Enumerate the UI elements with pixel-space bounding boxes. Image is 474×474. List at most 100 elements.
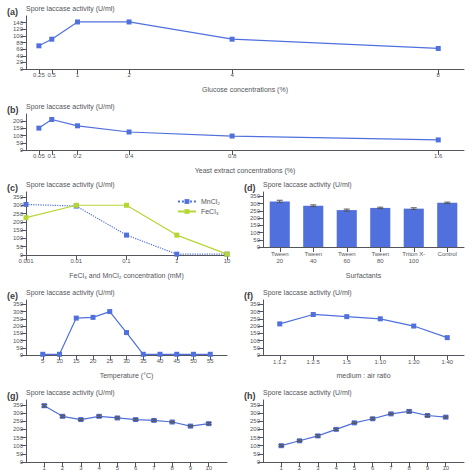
svg-text:350: 350 — [250, 301, 261, 307]
svg-text:100: 100 — [250, 230, 261, 236]
svg-text:200: 200 — [250, 426, 261, 432]
svg-text:50: 50 — [16, 244, 23, 250]
svg-text:15: 15 — [73, 358, 80, 364]
svg-text:1: 1 — [175, 258, 179, 264]
svg-text:100: 100 — [13, 443, 24, 449]
svg-text:0.5: 0.5 — [48, 72, 57, 78]
svg-text:350: 350 — [13, 194, 24, 200]
svg-text:100: 100 — [13, 33, 24, 39]
svg-text:9: 9 — [426, 465, 430, 471]
svg-text:Spore laccase activity (U/ml): Spore laccase activity (U/ml) — [26, 389, 115, 397]
svg-text:Spore laccase activity (U/ml): Spore laccase activity (U/ml) — [26, 289, 115, 297]
svg-text:10: 10 — [442, 465, 449, 471]
svg-text:0.1: 0.1 — [122, 258, 131, 264]
svg-text:Spore laccase activity (U/ml): Spore laccase activity (U/ml) — [26, 5, 115, 13]
svg-text:25: 25 — [106, 358, 113, 364]
svg-text:1: 1 — [280, 465, 284, 471]
svg-text:55: 55 — [207, 358, 214, 364]
svg-text:50: 50 — [253, 451, 260, 457]
svg-text:150: 150 — [250, 330, 261, 336]
svg-text:Spore laccase activity (U/ml): Spore laccase activity (U/ml) — [26, 103, 115, 111]
svg-text:100: 100 — [13, 235, 24, 241]
svg-text:100: 100 — [409, 258, 420, 264]
svg-text:4: 4 — [230, 72, 234, 78]
svg-text:(a): (a) — [7, 7, 18, 17]
svg-text:5: 5 — [353, 465, 357, 471]
svg-text:20: 20 — [276, 258, 283, 264]
svg-text:300: 300 — [250, 309, 261, 315]
svg-text:250: 250 — [250, 208, 261, 214]
svg-text:150: 150 — [250, 222, 261, 228]
svg-text:100: 100 — [13, 133, 24, 139]
svg-text:300: 300 — [13, 202, 24, 208]
svg-text:1:5: 1:5 — [343, 359, 352, 365]
svg-text:200: 200 — [13, 323, 24, 329]
svg-text:50: 50 — [16, 345, 23, 351]
svg-text:150: 150 — [13, 125, 24, 131]
svg-text:300: 300 — [250, 410, 261, 416]
svg-text:FeCl₃ and MnCl₂ concentration: FeCl₃ and MnCl₂ concentration (mM) — [69, 272, 184, 280]
svg-text:7: 7 — [152, 465, 156, 471]
svg-text:0.4: 0.4 — [125, 153, 134, 159]
svg-text:60: 60 — [16, 46, 23, 52]
svg-text:10: 10 — [224, 258, 231, 264]
svg-text:8: 8 — [171, 465, 175, 471]
svg-text:4: 4 — [97, 465, 101, 471]
svg-text:150: 150 — [13, 435, 24, 441]
svg-text:9: 9 — [189, 465, 193, 471]
svg-text:6: 6 — [134, 465, 138, 471]
svg-text:350: 350 — [13, 301, 24, 307]
svg-text:150: 150 — [13, 330, 24, 336]
svg-text:30: 30 — [123, 358, 130, 364]
svg-text:5: 5 — [41, 358, 45, 364]
svg-text:1:1.2: 1:1.2 — [273, 359, 287, 365]
svg-text:Tween: Tween — [304, 251, 322, 257]
svg-text:0: 0 — [257, 244, 261, 250]
svg-text:200: 200 — [250, 323, 261, 329]
svg-text:2: 2 — [61, 465, 65, 471]
svg-text:200: 200 — [13, 118, 24, 124]
svg-text:50: 50 — [190, 358, 197, 364]
svg-text:2: 2 — [298, 465, 302, 471]
svg-text:FeCl₃: FeCl₃ — [201, 208, 219, 215]
svg-text:300: 300 — [250, 201, 261, 207]
svg-text:MnCl₂: MnCl₂ — [201, 198, 220, 205]
svg-text:250: 250 — [13, 211, 24, 217]
svg-text:0: 0 — [257, 459, 261, 465]
svg-text:50: 50 — [16, 451, 23, 457]
svg-text:150: 150 — [250, 435, 261, 441]
svg-text:1.6: 1.6 — [434, 153, 443, 159]
svg-text:40: 40 — [16, 53, 23, 59]
svg-text:0.2: 0.2 — [73, 153, 82, 159]
svg-text:80: 80 — [377, 258, 384, 264]
svg-text:0: 0 — [20, 352, 24, 358]
svg-text:40: 40 — [157, 358, 164, 364]
svg-text:50: 50 — [253, 237, 260, 243]
svg-text:1:20: 1:20 — [408, 359, 420, 365]
svg-text:medium : air ratio: medium : air ratio — [336, 372, 390, 379]
svg-text:250: 250 — [13, 418, 24, 424]
svg-text:50: 50 — [16, 140, 23, 146]
svg-text:10: 10 — [56, 358, 63, 364]
svg-text:(c): (c) — [7, 183, 18, 193]
svg-text:Tween: Tween — [338, 251, 356, 257]
svg-text:0.8: 0.8 — [228, 153, 237, 159]
svg-text:100: 100 — [250, 338, 261, 344]
svg-text:Spore laccase activity (U/ml): Spore laccase activity (U/ml) — [263, 289, 352, 297]
svg-text:Control: Control — [438, 251, 457, 257]
svg-text:8: 8 — [437, 72, 441, 78]
svg-text:(e): (e) — [7, 291, 18, 301]
svg-text:1:40: 1:40 — [441, 359, 453, 365]
svg-text:1: 1 — [43, 465, 47, 471]
svg-text:0: 0 — [20, 66, 24, 72]
svg-text:0: 0 — [20, 459, 24, 465]
svg-text:100: 100 — [250, 443, 261, 449]
svg-text:Triton X-: Triton X- — [402, 251, 425, 257]
svg-text:0: 0 — [20, 147, 24, 153]
svg-text:Spore laccase activity (U/ml): Spore laccase activity (U/ml) — [263, 181, 352, 189]
svg-text:6: 6 — [371, 465, 375, 471]
svg-text:100: 100 — [13, 338, 24, 344]
svg-text:80: 80 — [16, 40, 23, 46]
svg-text:60: 60 — [343, 258, 350, 264]
svg-text:Spore laccase activity (U/ml): Spore laccase activity (U/ml) — [26, 181, 115, 189]
